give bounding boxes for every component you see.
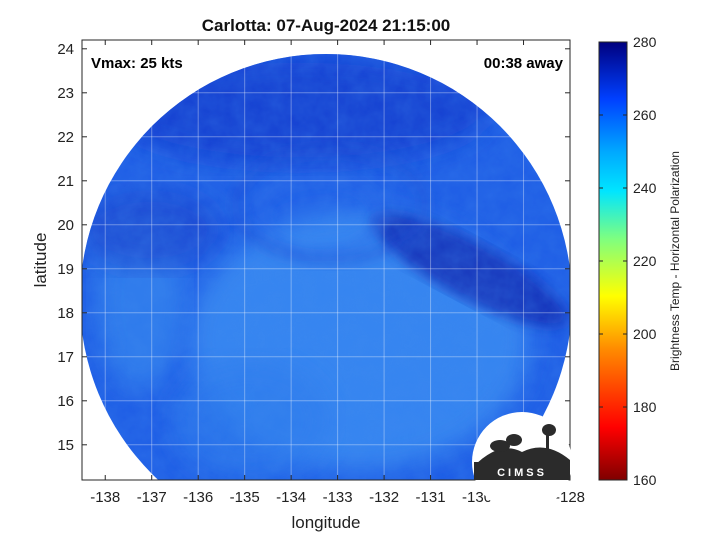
colorbar-label: Brightness Temp - Horizontal Polarizatio… — [668, 151, 682, 371]
y-tick-label: 22 — [57, 129, 74, 146]
time-away-annotation: 00:38 away — [484, 55, 564, 72]
y-tick-label: 24 — [57, 41, 74, 58]
x-tick-label: -128 — [555, 489, 585, 506]
y-tick-label: 19 — [57, 261, 74, 278]
chart-title: Carlotta: 07-Aug-2024 21:15:00 — [202, 16, 450, 35]
x-tick-label: -137 — [137, 489, 167, 506]
y-tick-label: 23 — [57, 85, 74, 102]
x-tick-label: -134 — [276, 489, 306, 506]
grid-lines — [82, 40, 571, 480]
colorbar-tick-label: 280 — [633, 34, 657, 50]
brightness-temperature-field — [82, 54, 570, 480]
y-axis-label: latitude — [31, 233, 50, 288]
colorbar-tick-label: 220 — [633, 253, 657, 269]
y-tick-label: 15 — [57, 437, 74, 454]
colorbar-ticks: 160 180 200 220 240 260 280 — [599, 34, 657, 488]
y-tick-labels: 15 16 17 18 19 20 21 22 23 24 — [57, 41, 74, 454]
vmax-annotation: Vmax: 25 kts — [91, 55, 183, 72]
y-tick-label: 21 — [57, 173, 74, 190]
x-tick-label: -136 — [183, 489, 213, 506]
plot-frame — [81, 39, 571, 481]
cimss-logo: CIMSS — [472, 412, 572, 512]
y-tick-label: 17 — [57, 349, 74, 366]
x-tick-label: -133 — [323, 489, 353, 506]
colorbar-tick-label: 240 — [633, 180, 657, 196]
x-tick-label: -135 — [230, 489, 260, 506]
colorbar — [598, 41, 628, 481]
cimss-logo-text: CIMSS — [497, 467, 547, 479]
y-tick-label: 20 — [57, 217, 74, 234]
colorbar-tick-label: 160 — [633, 472, 657, 488]
colorbar-tick-label: 200 — [633, 326, 657, 342]
y-tick-label: 18 — [57, 305, 74, 322]
x-tick-label: -132 — [369, 489, 399, 506]
colorbar-tick-label: 260 — [633, 107, 657, 123]
colorbar-tick-label: 180 — [633, 399, 657, 415]
x-tick-label: -138 — [90, 489, 120, 506]
x-tick-label: -131 — [416, 489, 446, 506]
y-tick-label: 16 — [57, 393, 74, 410]
x-axis-label: longitude — [291, 513, 360, 532]
